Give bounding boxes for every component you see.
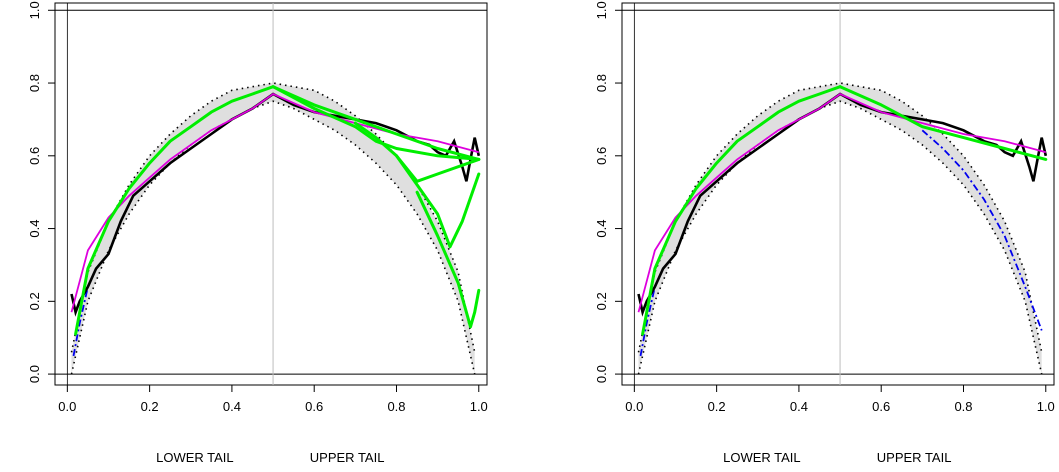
y-tick-label: 0.4: [27, 220, 42, 238]
y-tick-label: 0.4: [594, 220, 609, 238]
x-tick-label: 1.0: [470, 399, 488, 414]
x-tick-label: 1.0: [1037, 399, 1055, 414]
series-green-line: [415, 190, 481, 329]
x-tick-label: 0.2: [708, 399, 726, 414]
x-axis-label-lower: LOWER TAIL: [156, 450, 234, 465]
series-blue-line: [72, 286, 89, 357]
series-green-line: [74, 85, 275, 336]
y-tick-label: 0.2: [594, 292, 609, 310]
series-blue-line: [639, 286, 656, 357]
x-axis-label-upper: UPPER TAIL: [877, 450, 952, 465]
series-mid_lower-line: [637, 100, 1043, 375]
simulation-band: [71, 83, 475, 375]
series-green-line: [395, 154, 481, 249]
plot-frame: [54, 2, 488, 386]
chart-panel-1: 0.0 0.2 0.4 0.6 0.8 1.0 0.0 0.2 0.4 0.6 0.8 1.0 LOWE…: [27, 1, 488, 465]
x-tick-label: 0.4: [223, 399, 241, 414]
series-empirical-line: [637, 92, 1048, 317]
x-tick-label: 0.4: [790, 399, 808, 414]
series-green-line: [838, 85, 1048, 161]
x-axis-label-upper: UPPER TAIL: [310, 450, 385, 465]
series-mid_lower-line: [70, 100, 476, 375]
y-tick-label: 0.8: [27, 74, 42, 92]
x-tick-label: 0.0: [625, 399, 643, 414]
y-tick-label: 1.0: [594, 1, 609, 19]
y-tick-label: 0.2: [27, 292, 42, 310]
y-tick-label: 0.6: [594, 147, 609, 165]
y-tick-label: 0.6: [27, 147, 42, 165]
chart-panel-2: 0.0 0.2 0.4 0.6 0.8 1.0 0.0 0.2 0.4 0.6 0.8 1.0 LOWE…: [594, 1, 1055, 465]
x-tick-label: 0.8: [387, 399, 405, 414]
x-tick-label: 0.6: [305, 399, 323, 414]
series-green-line: [271, 85, 481, 161]
x-tick-label: 0.0: [58, 399, 76, 414]
y-tick-label: 0.0: [594, 365, 609, 383]
x-tick-label: 0.6: [872, 399, 890, 414]
series-blue-line: [921, 129, 1043, 331]
series-green-line: [641, 85, 842, 336]
series-green-line: [271, 85, 481, 161]
y-tick-label: 0.0: [27, 365, 42, 383]
x-tick-label: 0.8: [954, 399, 972, 414]
y-tick-label: 0.8: [594, 74, 609, 92]
x-axis-label-lower: LOWER TAIL: [723, 450, 801, 465]
x-tick-label: 0.2: [141, 399, 159, 414]
series-empirical-line: [70, 92, 481, 317]
plot-frame: [621, 2, 1055, 386]
simulation-band: [638, 83, 1042, 375]
y-tick-label: 1.0: [27, 1, 42, 19]
